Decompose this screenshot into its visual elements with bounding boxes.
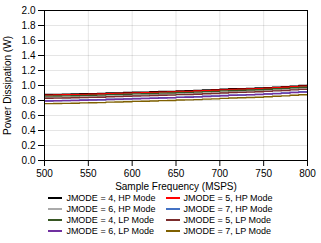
svg-text:0.8: 0.8 <box>22 95 36 106</box>
svg-text:750: 750 <box>255 168 272 179</box>
svg-text:2.0: 2.0 <box>22 5 36 16</box>
svg-text:0.2: 0.2 <box>22 140 36 151</box>
html-text:JMODE = 7, LP Mode: JMODE = 7, LP Mode <box>183 226 272 236</box>
html-text:JMODE = 6, HP Mode: JMODE = 6, HP Mode <box>66 204 156 214</box>
svg-text:1.4: 1.4 <box>22 50 36 61</box>
svg-text:600: 600 <box>124 168 141 179</box>
html-text:JMODE = 7, HP Mode: JMODE = 7, HP Mode <box>183 204 273 214</box>
svg-text:800: 800 <box>299 168 316 179</box>
svg-text:1.0: 1.0 <box>22 80 36 91</box>
svg-text:Power Dissipation (W): Power Dissipation (W) <box>2 36 13 135</box>
svg-text:Sample Frequency (MSPS): Sample Frequency (MSPS) <box>115 181 237 192</box>
svg-text:1.8: 1.8 <box>22 20 36 31</box>
html-text:JMODE = 5, LP Mode: JMODE = 5, LP Mode <box>183 215 272 225</box>
svg-text:700: 700 <box>211 168 228 179</box>
html-text:JMODE = 6, LP Mode: JMODE = 6, LP Mode <box>66 226 154 236</box>
svg-text:0.6: 0.6 <box>22 110 36 121</box>
html-text:JMODE = 5, HP Mode: JMODE = 5, HP Mode <box>183 193 273 203</box>
html-text:JMODE = 4, HP Mode: JMODE = 4, HP Mode <box>66 193 156 203</box>
svg-text:1.6: 1.6 <box>22 35 36 46</box>
html-text:JMODE = 4, LP Mode: JMODE = 4, LP Mode <box>66 215 154 225</box>
svg-text:550: 550 <box>80 168 97 179</box>
svg-text:500: 500 <box>36 168 53 179</box>
svg-text:650: 650 <box>168 168 185 179</box>
svg-text:0.4: 0.4 <box>22 125 36 136</box>
svg-text:0.0: 0.0 <box>22 155 36 166</box>
svg-text:1.2: 1.2 <box>22 65 36 76</box>
